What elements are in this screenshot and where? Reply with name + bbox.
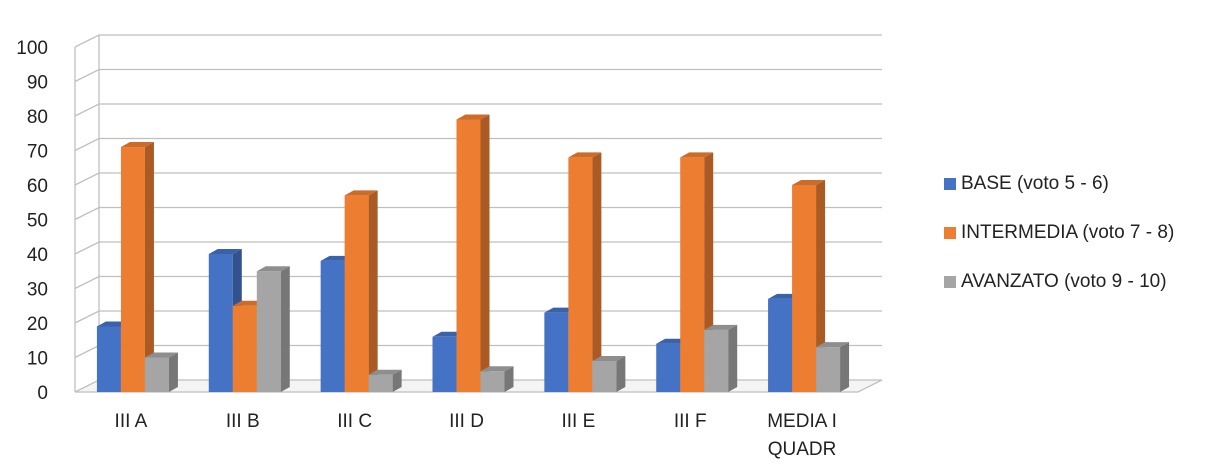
bar-iii-a-avanzato	[144, 357, 169, 392]
bar-media-i-quadr-intermedia-top	[792, 180, 826, 185]
y-tick-label-10: 10	[27, 349, 48, 370]
bar-iii-f-avanzato-side	[728, 324, 738, 392]
bar-iii-d-avanzato-side	[504, 366, 514, 392]
bar-iii-f-avanzato	[704, 329, 729, 392]
bar-iii-a-avanzato-top	[144, 352, 178, 358]
gridline-90	[74, 68, 882, 83]
y-tick-label-30: 30	[27, 280, 48, 301]
y-tick-label-100: 100	[16, 38, 48, 59]
y-tick-label-90: 90	[27, 73, 48, 94]
bar-iii-d-base	[432, 336, 457, 392]
bar-iii-e-intermedia	[568, 157, 593, 392]
bar-iii-c-intermedia-top	[344, 190, 378, 196]
bar-media-i-quadr-avanzato	[816, 347, 841, 392]
x-tick-label-iii-c: III C	[337, 411, 372, 432]
legend-item-avanzato: AVANZATO (voto 9 - 10)	[944, 271, 1174, 292]
legend-item-base: BASE (voto 5 - 6)	[944, 173, 1174, 194]
bar-iii-e-avanzato	[592, 360, 617, 392]
y-tick-label-80: 80	[27, 107, 48, 128]
bar-iii-b-base-top	[208, 249, 242, 254]
y-tick-label-0: 0	[37, 383, 48, 404]
legend-swatch-avanzato	[944, 276, 956, 288]
bar-iii-c-intermedia	[344, 195, 369, 392]
legend-label-avanzato: AVANZATO (voto 9 - 10)	[961, 271, 1167, 292]
bar-iii-f-intermedia	[680, 157, 705, 392]
bar-iii-c-avanzato-side	[392, 369, 402, 392]
bar-iii-a-intermedia	[120, 147, 145, 392]
bar-iii-c-avanzato	[368, 374, 393, 392]
bar-iii-e-avanzato-side	[616, 355, 626, 392]
bar-iii-a-intermedia-top	[120, 142, 154, 148]
bar-iii-a-avanzato-side	[168, 352, 178, 392]
bar-iii-c-avanzato-top	[368, 369, 402, 375]
bar-iii-e-avanzato-top	[592, 355, 626, 361]
bar-iii-a-intermedia-side	[144, 142, 154, 392]
y-tick-label-60: 60	[27, 176, 48, 197]
bar-iii-c-intermedia-side	[368, 190, 378, 392]
bar-iii-d-intermedia	[456, 119, 481, 392]
bar-iii-e-base	[544, 312, 569, 392]
x-tick-label-iii-a: III A	[115, 411, 148, 432]
bar-iii-b-intermedia	[232, 305, 257, 392]
bar-iii-f-avanzato-top	[704, 324, 738, 330]
x-tick-label-iii-b: III B	[226, 411, 260, 432]
bar-media-i-quadr-avanzato-side	[840, 342, 850, 392]
bar-iii-e-intermedia-top	[568, 152, 602, 158]
legend-swatch-base	[944, 178, 956, 190]
bar-iii-d-intermedia-top	[456, 114, 490, 120]
gridline-100	[74, 34, 882, 48]
x-tick-label-iii-d: III D	[449, 411, 484, 432]
x-tick-label-media-i-quadr: MEDIA I QUADR	[767, 411, 837, 460]
y-tick-label-70: 70	[27, 142, 48, 163]
bar-iii-d-avanzato-top	[480, 366, 514, 372]
x-tick-label-iii-e: III E	[561, 411, 595, 432]
bar-iii-d-intermedia-side	[480, 114, 490, 392]
y-tick-label-40: 40	[27, 245, 48, 266]
legend-label-base: BASE (voto 5 - 6)	[961, 173, 1109, 194]
x-tick-label-iii-f: III F	[674, 411, 707, 432]
bar-media-i-quadr-avanzato-top	[816, 342, 850, 348]
gridline-80	[74, 103, 882, 117]
bar-iii-b-base	[208, 254, 233, 392]
y-tick-label-50: 50	[27, 211, 48, 232]
bar-media-i-quadr-intermedia	[792, 185, 817, 392]
legend-item-intermedia: INTERMEDIA (voto 7 - 8)	[944, 222, 1175, 243]
bar-iii-c-base	[320, 260, 345, 392]
bar-iii-b-avanzato-side	[280, 266, 290, 392]
bar-iii-b-avanzato-top	[256, 266, 290, 272]
legend: BASE (voto 5 - 6) INTERMEDIA (voto 7 - 8…	[944, 173, 1175, 321]
bar-media-i-quadr-base	[768, 298, 793, 392]
bar-iii-f-base	[656, 343, 681, 392]
bar-iii-d-avanzato	[480, 371, 505, 392]
bar-media-i-quadr-intermedia-side	[816, 180, 826, 392]
y-tick-label-20: 20	[27, 314, 48, 335]
bar-iii-f-intermedia-top	[680, 152, 714, 158]
bar-iii-b-avanzato	[256, 271, 281, 392]
legend-swatch-intermedia	[944, 227, 956, 239]
legend-label-intermedia: INTERMEDIA (voto 7 - 8)	[961, 222, 1175, 243]
bar-iii-e-intermedia-side	[592, 152, 602, 392]
bar-iii-a-base	[96, 326, 121, 392]
